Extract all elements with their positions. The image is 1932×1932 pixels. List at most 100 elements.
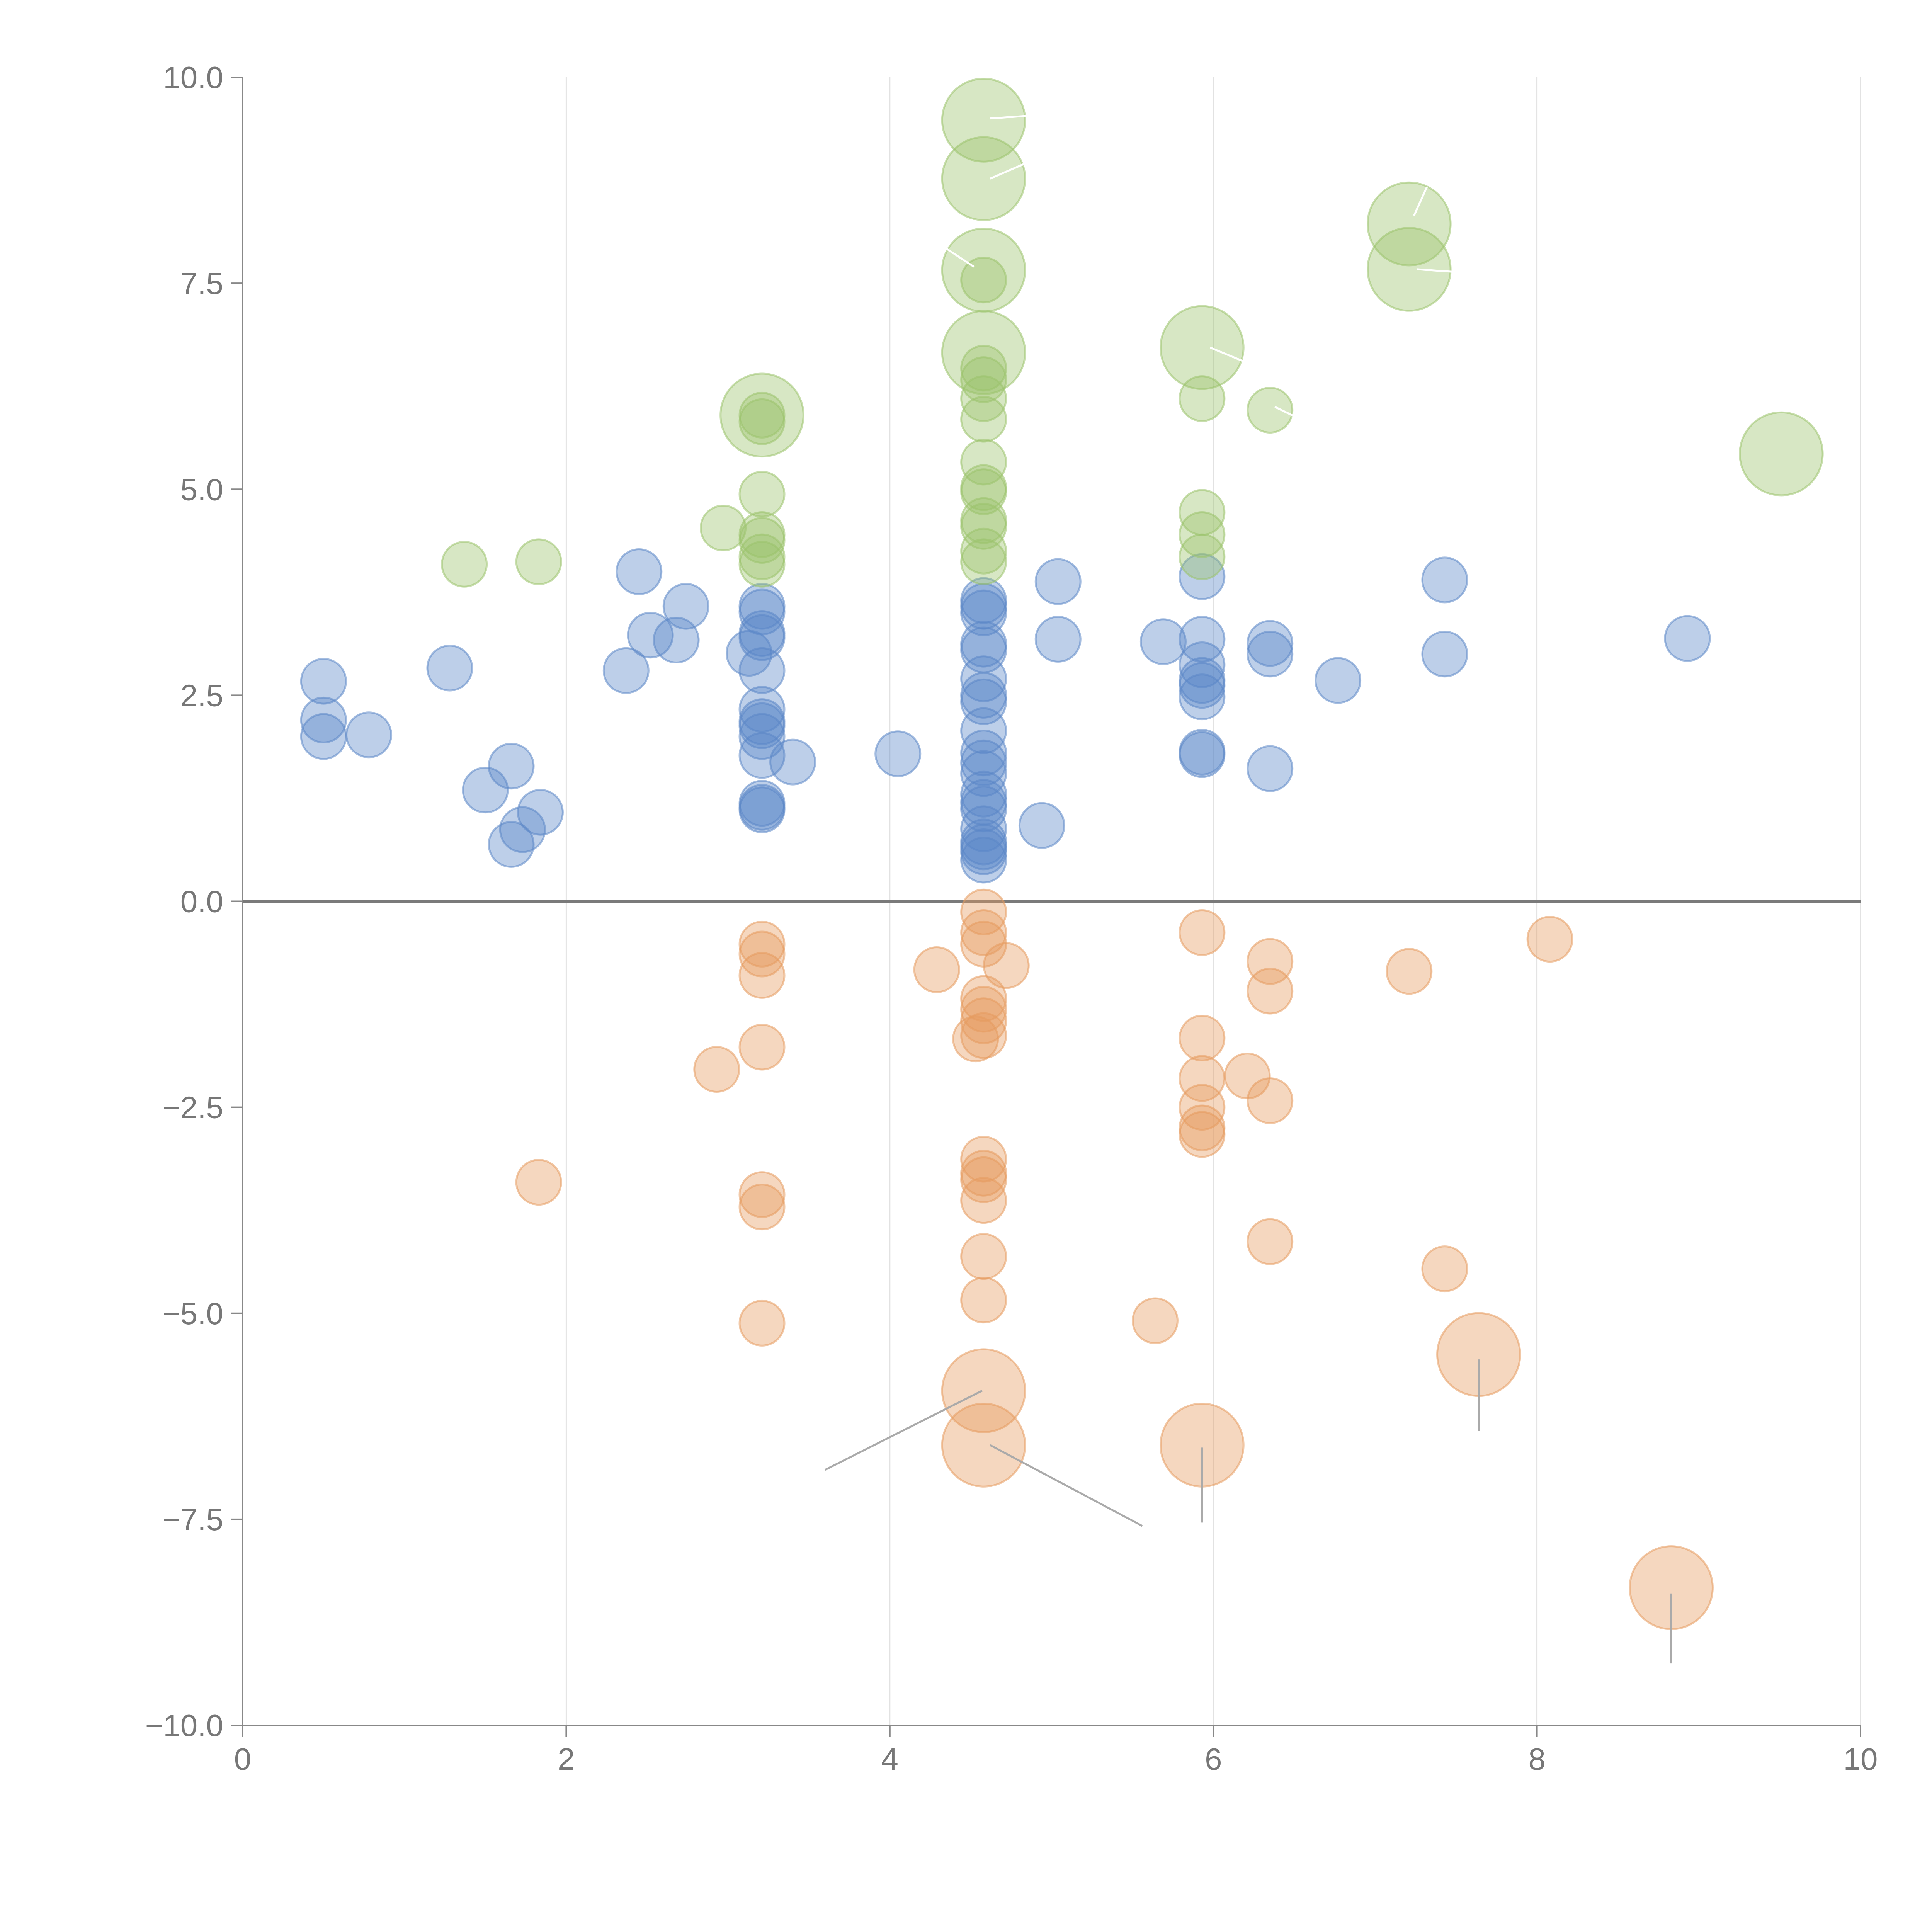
blue-bubble xyxy=(738,732,786,779)
annotation-leader-line xyxy=(1274,406,1335,437)
orange-bubble xyxy=(738,930,786,978)
x-tick-label: 8 xyxy=(1528,1742,1546,1776)
blue-bubble xyxy=(499,806,546,853)
blue-bubble xyxy=(960,678,1007,725)
x-tick-label: 2 xyxy=(558,1742,575,1776)
blue-bubble xyxy=(769,738,816,786)
blue-bubble xyxy=(662,583,709,630)
blue-bubble xyxy=(1034,616,1082,663)
blue-bubble xyxy=(616,548,663,595)
orange-bubble xyxy=(1179,1084,1226,1131)
orange-bubble xyxy=(960,909,1007,956)
annotation-leader-line xyxy=(1413,186,1428,216)
green-bubble xyxy=(960,527,1007,575)
blue-bubble xyxy=(960,786,1007,833)
orange-bubble xyxy=(960,1012,1007,1059)
blue-bubble xyxy=(1315,657,1362,704)
blue-bubble xyxy=(1179,616,1226,663)
annotation-leader-line xyxy=(1209,347,1270,373)
green-bubble xyxy=(1367,227,1452,312)
green-bubble xyxy=(738,517,786,564)
green-bubble xyxy=(960,503,1007,550)
blue-bubble xyxy=(517,789,564,836)
orange-bubble xyxy=(1179,1014,1226,1061)
y-tick-label: −5.0 xyxy=(162,1296,223,1331)
blue-bubble xyxy=(1421,556,1468,604)
blue-bubble xyxy=(488,743,535,790)
orange-bubble xyxy=(960,1233,1007,1280)
orange-bubble xyxy=(738,1184,786,1231)
blue-bubble xyxy=(345,711,393,759)
y-tick-label: 5.0 xyxy=(180,472,223,507)
green-bubble xyxy=(960,396,1007,443)
orange-bubble xyxy=(515,1159,562,1206)
orange-bubble xyxy=(1247,1218,1294,1265)
blue-bubble xyxy=(1139,618,1187,665)
blue-bubble xyxy=(426,645,473,692)
orange-bubble xyxy=(1421,1245,1468,1293)
annotation-leader-line xyxy=(1417,268,1476,275)
green-bubble xyxy=(941,136,1026,221)
green-bubble xyxy=(515,538,562,585)
orange-bubble xyxy=(983,942,1030,989)
blue-bubble xyxy=(602,647,650,694)
x-tick-label: 0 xyxy=(234,1742,252,1776)
blue-bubble xyxy=(300,658,347,705)
orange-bubble xyxy=(960,1277,1007,1324)
orange-bubble xyxy=(1179,1111,1226,1158)
orange-bubble xyxy=(738,952,786,999)
axes: 0 2 4 6 8 10 10.0 7.5 5.0 2.5 0.0 −2.5 −5.0 −7.5 −10.0 xyxy=(145,60,1878,1776)
blue-bubble xyxy=(960,750,1007,797)
orange-bubble xyxy=(738,1171,786,1218)
blue-bubble xyxy=(462,767,509,814)
blue-bubble xyxy=(738,614,786,661)
orange-bubble xyxy=(952,1015,999,1063)
orange-bubble xyxy=(941,1348,1026,1434)
blue-bubble xyxy=(738,713,786,760)
blue-bubble xyxy=(1179,553,1226,600)
green-bubble xyxy=(960,468,1007,515)
blue-bubble xyxy=(1179,673,1226,721)
blue-bubble xyxy=(738,786,786,833)
green-bubble xyxy=(738,471,786,518)
blue-bubble xyxy=(300,713,347,760)
blue-bubble xyxy=(738,647,786,694)
y-tick-label: −7.5 xyxy=(162,1502,223,1537)
orange-bubble xyxy=(1247,968,1294,1015)
green-bubble xyxy=(700,504,747,551)
green-bubble xyxy=(738,541,786,588)
x-tick-label: 6 xyxy=(1205,1742,1222,1776)
green-bubble xyxy=(1247,387,1294,434)
green-bubble xyxy=(960,257,1007,304)
blue-bubble xyxy=(1247,745,1294,792)
orange-bubble xyxy=(960,888,1007,935)
green-bubble xyxy=(960,375,1007,422)
green-bubble xyxy=(960,538,1007,585)
annotations xyxy=(825,113,1672,1664)
annotation-leader-line xyxy=(930,237,975,268)
y-tick-label: −10.0 xyxy=(145,1708,223,1743)
blue-bubble xyxy=(738,686,786,733)
green-bubble xyxy=(719,372,804,458)
orange-bubble xyxy=(1526,916,1573,963)
green-bubble xyxy=(738,398,786,445)
orange-bubble xyxy=(738,1024,786,1071)
blue-bubble xyxy=(1018,802,1065,849)
orange-bubble xyxy=(960,1177,1007,1224)
blue-bubble xyxy=(1664,615,1711,662)
blue-bubble xyxy=(1179,641,1226,688)
green-bubble xyxy=(1160,305,1245,390)
annotation-leader-line xyxy=(825,1389,983,1471)
y-tick-label: −2.5 xyxy=(162,1090,223,1125)
blue-bubble xyxy=(960,837,1007,884)
orange-bubble xyxy=(960,1136,1007,1183)
orange-bubble xyxy=(960,1156,1007,1203)
x-tick-label: 4 xyxy=(881,1742,899,1776)
orange-bubble xyxy=(1247,1077,1294,1124)
y-tick-label: 2.5 xyxy=(180,678,223,713)
blue-bubble xyxy=(1179,662,1226,709)
green-bubble xyxy=(1367,181,1452,267)
green-bubble xyxy=(1739,411,1824,497)
